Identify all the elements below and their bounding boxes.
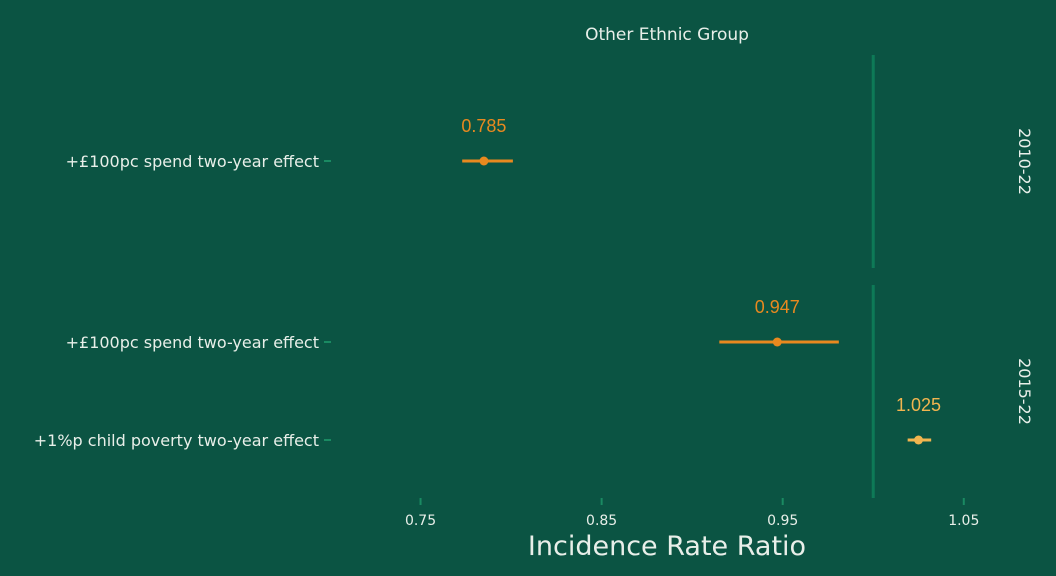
row-label: +£100pc spend two-year effect <box>66 333 319 352</box>
point-estimate <box>479 156 489 166</box>
x-tick-label: 0.95 <box>767 513 798 529</box>
panel-strip-label: 2010-22 <box>1015 128 1034 195</box>
row-label: +£100pc spend two-year effect <box>66 152 319 171</box>
x-tick-label: 0.85 <box>586 513 617 529</box>
estimate-label: 1.025 <box>896 395 941 415</box>
plot-layer: 2010-22 2015-22 +£100pc spend two-year eff… <box>34 55 1034 529</box>
point-estimate <box>772 337 782 347</box>
point-estimate <box>914 435 924 445</box>
facet-title: Other Ethnic Group <box>585 25 749 45</box>
estimate-label: 0.947 <box>755 297 800 317</box>
panel-strip-label: 2015-22 <box>1015 358 1034 425</box>
x-axis-title: Incidence Rate Ratio <box>528 531 806 562</box>
estimate-label: 0.785 <box>461 116 506 136</box>
x-tick-label: 0.75 <box>405 513 436 529</box>
x-tick-label: 1.05 <box>948 513 979 529</box>
row-label: +1%p child poverty two-year effect <box>34 431 319 450</box>
